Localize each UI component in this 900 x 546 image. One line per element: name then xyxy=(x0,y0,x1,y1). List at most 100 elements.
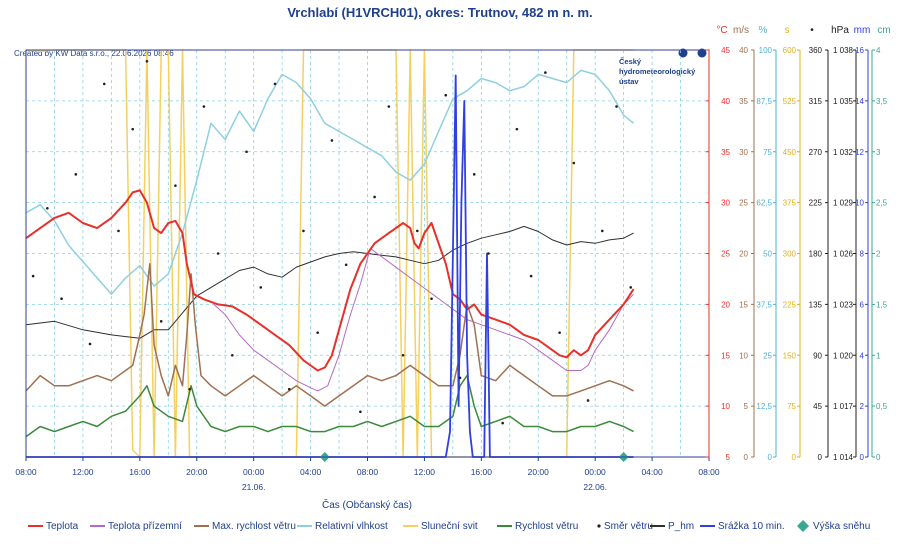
series-line-wind xyxy=(25,374,634,438)
wind-direction-point xyxy=(458,376,462,380)
y-tick-label: 180 xyxy=(809,250,823,259)
y-axis-unit: m/s xyxy=(733,25,749,36)
y-tick-label: 1 035 xyxy=(833,97,854,106)
y-tick-label: 8 xyxy=(860,250,865,259)
y-tick-label: 45 xyxy=(813,402,822,411)
date-label: 22.06. xyxy=(583,482,607,492)
x-tick-label: 12:00 xyxy=(72,467,94,477)
y-tick-label: 1 020 xyxy=(833,351,854,360)
legend-label-gust: Max. rychlost větru xyxy=(212,521,296,532)
wind-direction-point xyxy=(287,387,291,391)
y-tick-label: 150 xyxy=(783,351,797,360)
wind-direction-point xyxy=(174,184,177,187)
y-tick-label: 30 xyxy=(739,148,748,157)
y-axis-unit: °C xyxy=(716,25,727,36)
wind-direction-point xyxy=(387,105,391,108)
y-tick-label: 16 xyxy=(855,46,864,55)
legend-swatch-direction xyxy=(597,524,601,528)
wind-direction-point xyxy=(401,353,405,357)
wind-direction-point xyxy=(302,229,305,233)
wind-direction-point xyxy=(615,105,618,108)
y-tick-label: 5 xyxy=(744,402,749,411)
wind-direction-point xyxy=(88,342,92,346)
series-line-gust xyxy=(25,262,634,407)
y-tick-label: 2 xyxy=(860,402,865,411)
wind-direction-point xyxy=(572,161,576,165)
x-tick-label: 04:00 xyxy=(300,467,322,477)
legend-label-ground_temp: Teplota přízemní xyxy=(108,521,182,532)
wind-direction-point xyxy=(600,229,604,233)
y-tick-label: 4 xyxy=(876,46,881,55)
x-axis-label: Čas (Občanský čas) xyxy=(322,498,412,511)
legend-label-temp: Teplota xyxy=(46,521,79,532)
wind-direction-point xyxy=(74,173,78,176)
x-tick-label: 00:00 xyxy=(243,467,265,477)
y-axis-unit: s xyxy=(785,25,790,36)
legend-label-direction: Směr větru xyxy=(604,521,653,532)
x-tick-label: 20:00 xyxy=(528,467,550,477)
wind-direction-point xyxy=(188,387,191,391)
y-tick-label: 0 xyxy=(744,453,749,462)
y-tick-label: 375 xyxy=(783,199,797,208)
x-tick-label: 16:00 xyxy=(129,467,151,477)
y-tick-label: 75 xyxy=(763,148,772,157)
y-tick-label: 90 xyxy=(813,351,822,360)
y-tick-label: 0 xyxy=(818,453,823,462)
y-tick-label: 0,5 xyxy=(876,402,888,411)
y-tick-label: 30 xyxy=(721,199,730,208)
legend-label-pressure: P_hm xyxy=(668,521,694,532)
legend-label-humidity: Relativní vlhkost xyxy=(315,521,388,532)
wind-direction-point xyxy=(46,206,49,210)
y-tick-label: 300 xyxy=(783,250,797,259)
y-tick-label: 2,5 xyxy=(876,199,888,208)
y-tick-label: 35 xyxy=(739,97,748,106)
wind-direction-point xyxy=(60,297,63,301)
y-tick-label: 135 xyxy=(809,300,823,309)
y-tick-label: 100 xyxy=(759,46,773,55)
y-tick-label: 10 xyxy=(739,351,748,360)
y-tick-label: 225 xyxy=(809,199,823,208)
plot-area xyxy=(25,49,635,462)
wind-direction-point xyxy=(558,331,561,334)
y-tick-label: 225 xyxy=(783,300,797,309)
y-tick-label: 45 xyxy=(721,46,730,55)
y-tick-label: 2 xyxy=(876,250,881,259)
x-tick-label: 20:00 xyxy=(186,467,208,477)
y-tick-label: 0 xyxy=(768,453,773,462)
wind-direction-point xyxy=(629,286,633,289)
y-tick-label: 50 xyxy=(763,250,772,259)
legend-swatch-snow xyxy=(797,520,809,532)
y-tick-label: 4 xyxy=(860,351,865,360)
y-tick-label: 25 xyxy=(763,351,772,360)
wind-direction-point xyxy=(159,320,163,323)
grid xyxy=(26,50,709,457)
y-axis-unit: cm xyxy=(877,25,890,36)
wind-direction-point xyxy=(202,105,206,108)
wind-direction-point xyxy=(515,127,519,131)
wind-direction-point xyxy=(344,263,348,267)
legend-label-snow: Výška sněhu xyxy=(813,521,870,532)
logo-line-2: hydrometeorologický xyxy=(619,67,696,76)
wind-direction-point xyxy=(330,139,334,142)
y-tick-label: 1 014 xyxy=(833,453,854,462)
y-tick-label: 15 xyxy=(721,351,730,360)
wind-direction-point xyxy=(216,252,220,255)
y-axis-unit: hPa xyxy=(831,25,849,36)
y-axes: °C45403530252015105m/s4035302520151050%1… xyxy=(706,25,891,462)
wind-direction-point xyxy=(359,410,362,414)
wind-direction-point xyxy=(430,297,433,301)
y-tick-label: 15 xyxy=(739,300,748,309)
wind-direction-point xyxy=(416,229,419,233)
x-tick-label: 08:00 xyxy=(357,467,379,477)
credit-text: Created by KW Data s.r.o., 22.06.2026 08… xyxy=(14,49,174,58)
y-tick-label: 1 023 xyxy=(833,300,854,309)
wind-direction-point xyxy=(586,399,590,402)
series-line-precip xyxy=(26,74,634,458)
date-label: 21.06. xyxy=(242,482,266,492)
y-tick-label: 14 xyxy=(855,97,864,106)
y-tick-label: 0 xyxy=(792,453,797,462)
chmi-logo: Český hydrometeorologický ústav xyxy=(619,48,707,86)
wind-direction-point xyxy=(245,150,248,154)
y-tick-label: 40 xyxy=(739,46,748,55)
y-tick-label: 20 xyxy=(721,300,730,309)
